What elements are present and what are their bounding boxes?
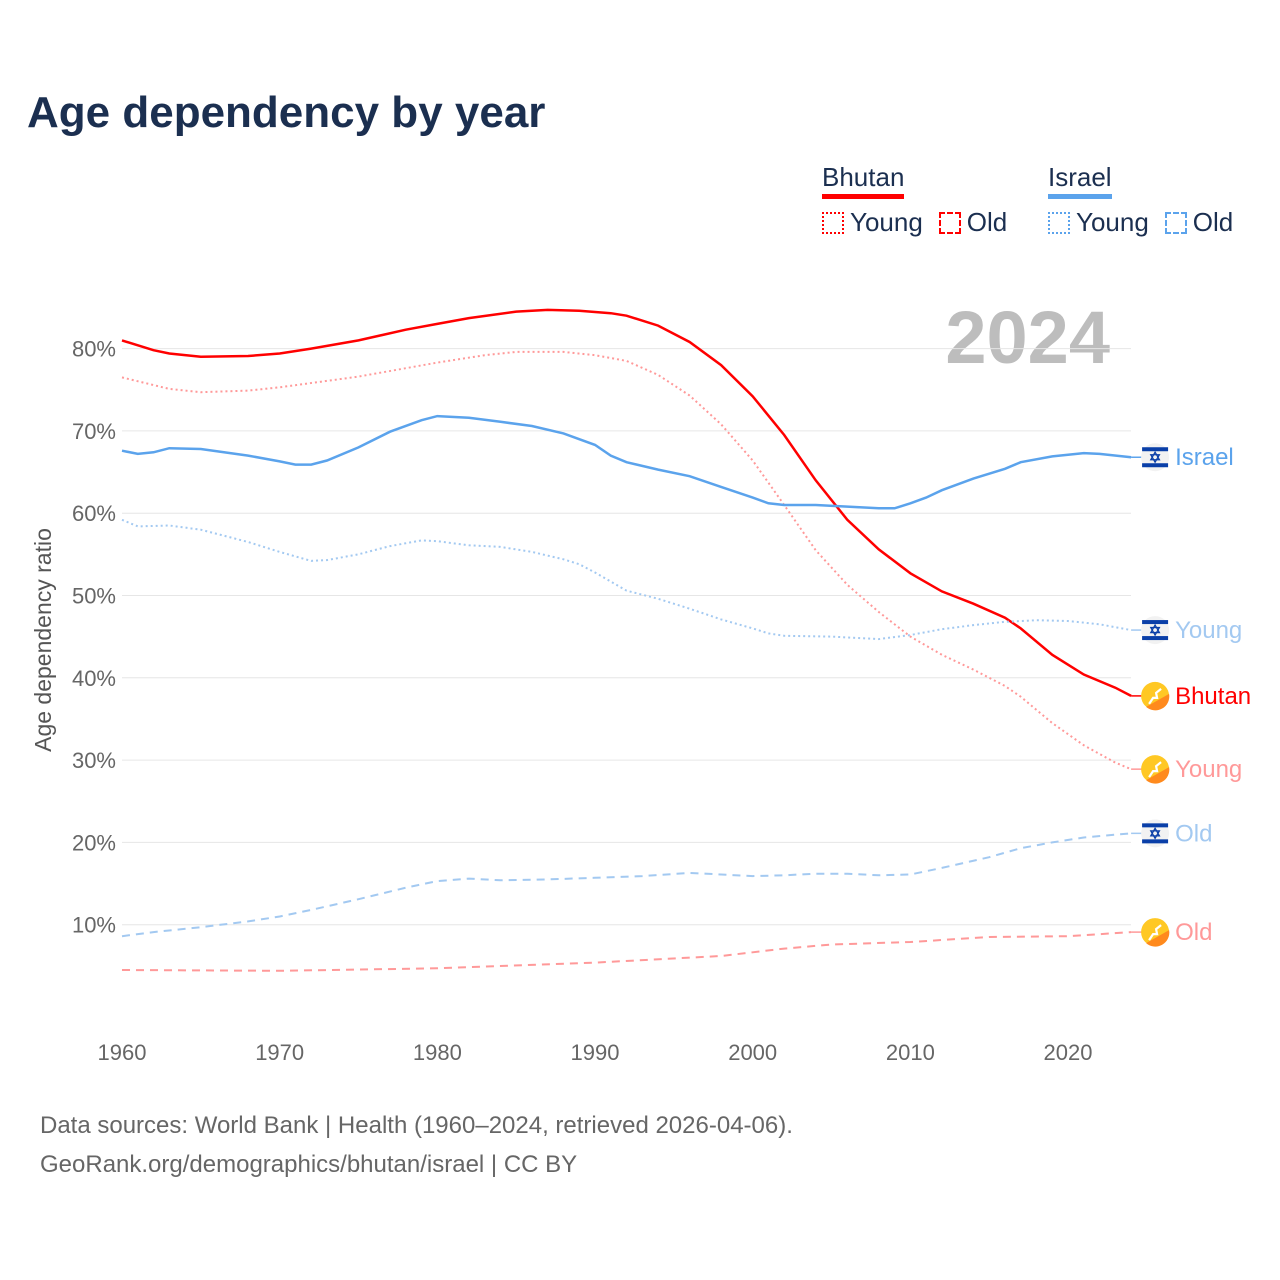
y-tick-label: 40% [72, 666, 116, 691]
legend-label: Young [850, 207, 923, 237]
legend-bhutan-old[interactable]: Old [938, 207, 1008, 238]
x-tick-label: 1980 [413, 1040, 462, 1065]
israel-flag-icon [1141, 819, 1170, 848]
series-line-israel-young[interactable] [121, 518, 1132, 641]
y-tick-label: 50% [72, 584, 116, 609]
x-tick-label: 2020 [1044, 1040, 1093, 1065]
series-end-label: Israel [1175, 444, 1234, 471]
bhutan-flag-icon [1141, 918, 1170, 947]
legend-bhutan[interactable]: Bhutan Young Old [822, 162, 1007, 238]
y-tick-label: 10% [72, 913, 116, 938]
series-end-label: Bhutan [1175, 683, 1251, 710]
legend-label: Old [966, 207, 1008, 237]
israel-flag-icon [1141, 443, 1170, 472]
footer: Data sources: World Bank | Health (1960–… [40, 1106, 793, 1184]
bhutan-flag-icon [1141, 681, 1170, 711]
y-tick-label: 80% [72, 337, 116, 362]
dotted-swatch-icon [1048, 211, 1070, 234]
y-tick-label: 30% [72, 748, 116, 773]
series-end-label: Old [1175, 820, 1212, 847]
series-line-israel[interactable] [121, 414, 1132, 510]
legend-israel-young[interactable]: Young [1048, 207, 1149, 238]
x-tick-label: 1960 [98, 1040, 147, 1065]
source-link[interactable]: GeoRank.org/demographics/bhutan/israel |… [40, 1151, 578, 1178]
legend-bhutan-young[interactable]: Young [822, 207, 923, 238]
x-tick-label: 2000 [728, 1040, 777, 1065]
bhutan-flag-icon [1141, 755, 1170, 784]
legend-label: Old [1192, 207, 1234, 237]
series-end-label: Young [1175, 617, 1242, 644]
legend-israel-old[interactable]: Old [1164, 207, 1234, 238]
dotted-swatch-icon [822, 211, 844, 234]
x-tick-label: 1970 [255, 1040, 304, 1065]
data-source: Data sources: World Bank | Health (1960–… [40, 1112, 793, 1139]
series-end-label: Old [1175, 919, 1212, 946]
y-axis-label: Age dependency ratio [30, 528, 56, 752]
y-tick-label: 60% [72, 501, 116, 526]
x-tick-label: 2010 [886, 1040, 935, 1065]
series-end-label: Young [1175, 756, 1242, 783]
chart-title: Age dependency by year [27, 88, 546, 137]
x-tick-label: 1990 [571, 1040, 620, 1065]
israel-flag-icon [1141, 616, 1170, 645]
series-line-bhutan[interactable] [121, 308, 1132, 698]
legend-israel[interactable]: Israel Young Old [1048, 162, 1233, 238]
series-line-bhutan-old[interactable] [121, 931, 1132, 972]
year-watermark: 2024 [945, 296, 1110, 379]
legend-israel-label[interactable]: Israel [1048, 162, 1112, 199]
legend-bhutan-label[interactable]: Bhutan [822, 162, 905, 199]
legend-label: Young [1076, 207, 1149, 237]
dashed-swatch-icon [938, 211, 961, 234]
y-tick-label: 20% [72, 830, 116, 855]
series-line-bhutan-young[interactable] [121, 350, 1132, 771]
series-line-israel-old[interactable] [121, 832, 1132, 938]
dashed-swatch-icon [1164, 211, 1187, 234]
y-tick-label: 70% [72, 419, 116, 444]
